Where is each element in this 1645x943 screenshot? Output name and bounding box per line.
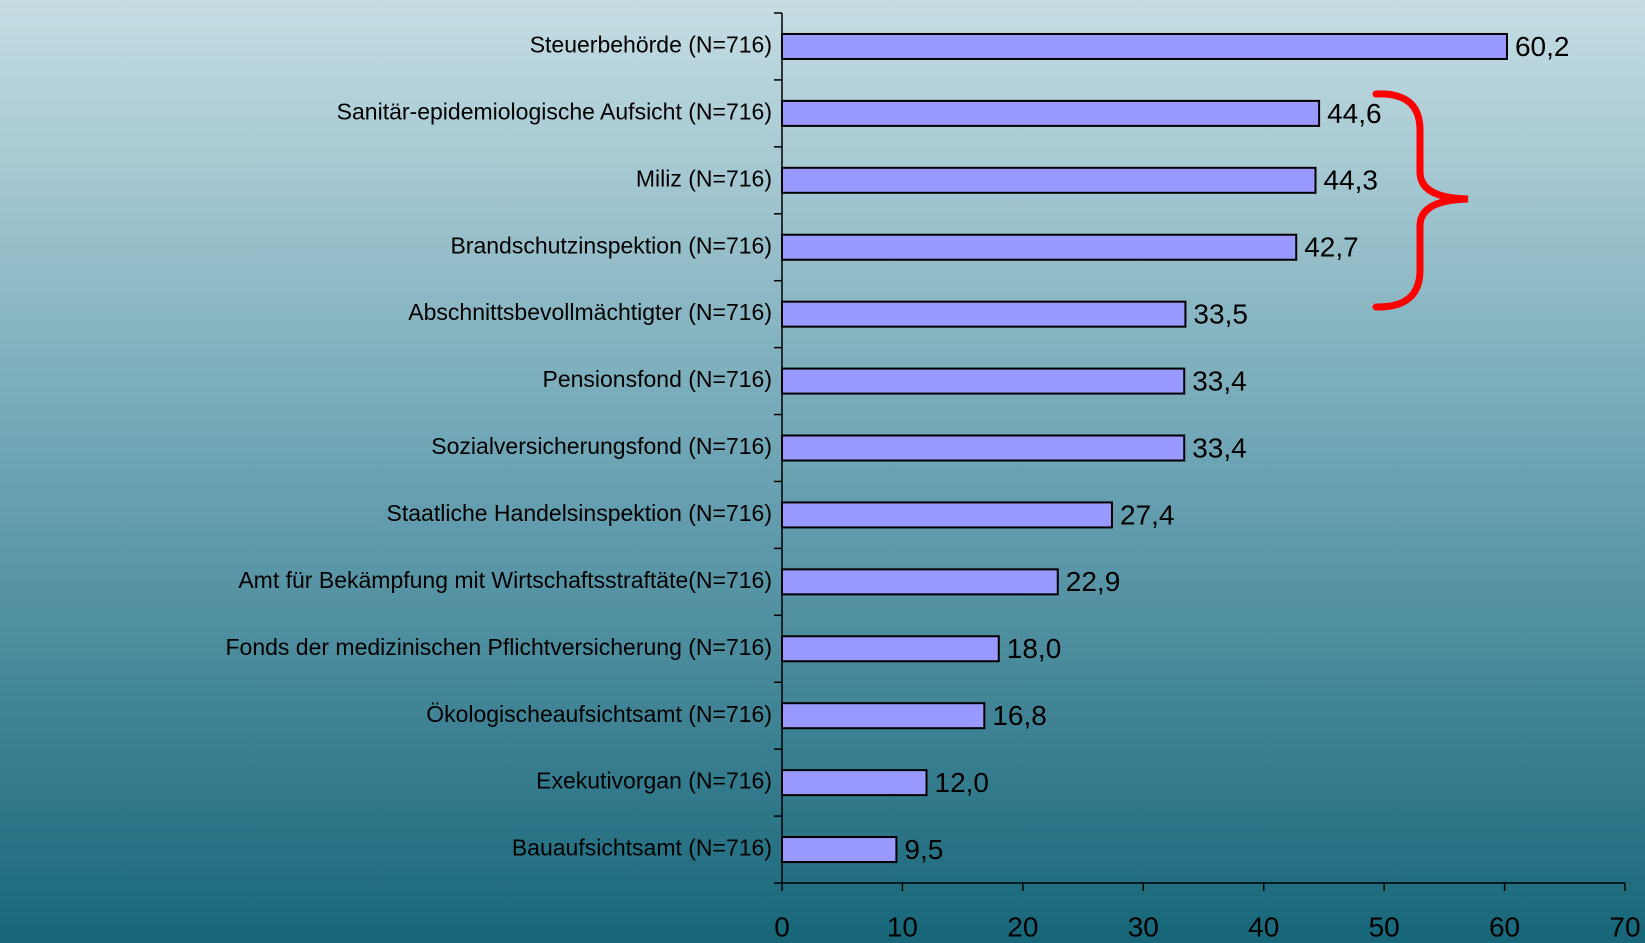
bar xyxy=(781,233,1298,261)
bar xyxy=(781,300,1187,328)
bar xyxy=(781,769,928,797)
category-label: Exekutivorgan (N=716) xyxy=(536,768,772,794)
x-tick-label: 20 xyxy=(1007,911,1038,942)
value-label: 33,5 xyxy=(1193,299,1248,330)
category-label: Brandschutzinspektion (N=716) xyxy=(450,232,772,258)
bar xyxy=(781,568,1059,596)
bar xyxy=(781,434,1186,462)
x-tick-label: 50 xyxy=(1369,911,1400,942)
category-label: Abschnittsbevollmächtigter (N=716) xyxy=(408,299,772,325)
category-label: Pensionsfond (N=716) xyxy=(542,366,772,392)
bar xyxy=(781,99,1321,127)
category-label: Fonds der medizinischen Pflichtversicher… xyxy=(225,634,772,660)
x-tick-label: 60 xyxy=(1489,911,1520,942)
bar xyxy=(781,635,1000,663)
value-label: 44,6 xyxy=(1327,98,1382,129)
x-tick-label: 0 xyxy=(774,911,790,942)
bar xyxy=(781,367,1186,395)
value-label: 33,4 xyxy=(1192,432,1247,463)
category-label: Sanitär-epidemiologische Aufsicht (N=716… xyxy=(337,98,772,124)
value-label: 27,4 xyxy=(1120,499,1175,530)
x-tick-label: 70 xyxy=(1609,911,1640,942)
bar xyxy=(781,836,898,864)
value-label: 42,7 xyxy=(1304,232,1359,263)
category-label: Sozialversicherungsfond (N=716) xyxy=(431,433,772,459)
bar xyxy=(781,501,1113,529)
value-label: 9,5 xyxy=(904,834,943,865)
category-label: Bauaufsichtsamt (N=716) xyxy=(512,835,772,861)
value-label: 12,0 xyxy=(935,767,990,798)
value-label: 22,9 xyxy=(1066,566,1121,597)
category-label: Staatliche Handelsinspektion (N=716) xyxy=(387,500,772,526)
value-label: 18,0 xyxy=(1007,633,1062,664)
bar xyxy=(781,702,986,730)
bar xyxy=(781,166,1317,194)
x-tick-label: 10 xyxy=(887,911,918,942)
category-label: Ökologischeaufsichtsamt (N=716) xyxy=(426,701,772,727)
category-label: Miliz (N=716) xyxy=(636,165,772,191)
value-label: 44,3 xyxy=(1323,165,1378,196)
category-label: Amt für Bekämpfung mit Wirtschaftsstraft… xyxy=(238,567,772,593)
value-label: 33,4 xyxy=(1192,365,1247,396)
x-tick-label: 30 xyxy=(1128,911,1159,942)
brace-annotation xyxy=(1372,90,1469,311)
value-label: 16,8 xyxy=(992,700,1047,731)
x-tick-label: 40 xyxy=(1248,911,1279,942)
category-label: Steuerbehörde (N=716) xyxy=(530,32,772,58)
bar xyxy=(781,32,1508,60)
value-label: 60,2 xyxy=(1515,31,1570,62)
